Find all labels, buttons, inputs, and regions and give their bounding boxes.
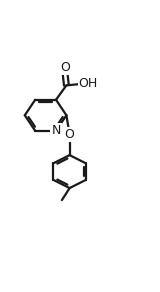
Text: O: O bbox=[60, 61, 70, 74]
Text: O: O bbox=[65, 128, 75, 141]
Text: OH: OH bbox=[78, 77, 98, 90]
Text: N: N bbox=[51, 124, 61, 137]
